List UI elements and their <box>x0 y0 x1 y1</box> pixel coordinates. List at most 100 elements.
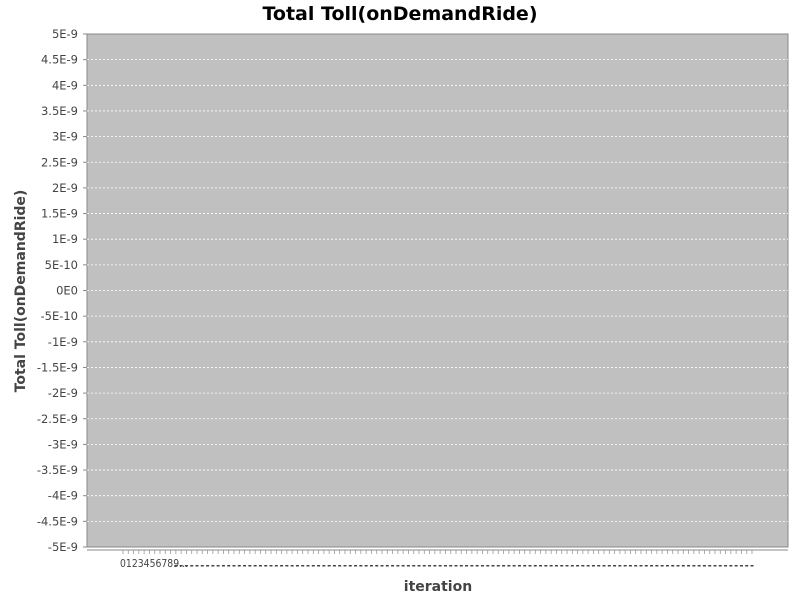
x-tick-truncated-label <box>417 565 421 567</box>
x-tick-truncated-label <box>502 565 506 567</box>
x-tick-truncated-label <box>739 565 743 567</box>
x-tick-truncated-label <box>422 565 426 567</box>
x-tick-truncated-label <box>274 565 278 567</box>
x-tick-truncated-label <box>237 565 241 567</box>
x-tick-truncated-label <box>264 565 268 567</box>
x-tick-truncated-label <box>650 565 654 567</box>
x-tick-truncated-label <box>280 565 284 567</box>
y-tick-label: 3.5E-9 <box>41 104 78 118</box>
chart-title: Total Toll(onDemandRide) <box>262 3 537 25</box>
x-tick-truncated-label <box>713 565 717 567</box>
x-tick-truncated-label <box>639 565 643 567</box>
x-tick-truncated-label <box>433 565 437 567</box>
x-tick-truncated-label <box>243 565 247 567</box>
x-tick-truncated-label <box>332 565 336 567</box>
y-tick-label: 5E-10 <box>45 258 78 272</box>
x-tick-truncated-label <box>449 565 453 567</box>
grid-lines <box>87 59 788 522</box>
x-tick-truncated-label <box>391 565 395 567</box>
x-tick-truncated-label <box>396 565 400 567</box>
x-tick-truncated-label <box>486 565 490 567</box>
y-tick-label: -2.5E-9 <box>37 412 78 426</box>
x-tick-truncated-label <box>496 565 500 567</box>
y-tick-label: -2E-9 <box>48 386 78 400</box>
x-tick-truncated-label <box>348 565 352 567</box>
x-tick-truncated-label <box>750 565 754 567</box>
x-tick-truncated-label <box>227 565 231 567</box>
x-tick-truncated-label <box>475 565 479 567</box>
y-tick-label: -5E-9 <box>48 540 78 554</box>
x-tick-truncated-label <box>702 565 706 567</box>
x-tick-labels: 0123456789... <box>120 557 188 570</box>
x-tick-truncated-label <box>338 565 342 567</box>
x-tick-truncated-label <box>565 565 569 567</box>
x-tick-truncated-label <box>412 565 416 567</box>
x-tick-truncated-label <box>528 565 532 567</box>
x-tick-truncated-label <box>454 565 458 567</box>
y-tick-label: -3E-9 <box>48 437 78 451</box>
x-tick-truncated-label <box>745 565 749 567</box>
x-tick-truncated-label <box>665 565 669 567</box>
y-tick-label: -1E-9 <box>48 335 78 349</box>
y-tick-label: -1.5E-9 <box>37 360 78 374</box>
x-tick-truncated-label <box>221 565 225 567</box>
x-tick-truncated-label <box>206 565 210 567</box>
x-tick-truncated-label <box>480 565 484 567</box>
x-tick-truncated-label <box>554 565 558 567</box>
x-tick-truncated-label <box>597 565 601 567</box>
y-axis-label: Total Toll(onDemandRide) <box>13 190 29 393</box>
x-tick-truncated-label <box>459 565 463 567</box>
x-tick-truncated-label <box>570 565 574 567</box>
x-tick-truncated-label <box>671 565 675 567</box>
x-tick-truncated-label <box>618 565 622 567</box>
y-tick-label: 4.5E-9 <box>41 53 78 67</box>
x-tick-truncated-label <box>343 565 347 567</box>
y-tick-label: 2E-9 <box>52 181 78 195</box>
x-tick-truncated-label <box>211 565 215 567</box>
x-tick-truncated-label <box>327 565 331 567</box>
x-tick-truncated-label <box>607 565 611 567</box>
x-tick-truncated-label <box>676 565 680 567</box>
x-tick-truncated-label <box>385 565 389 567</box>
x-tick-truncated-label <box>354 565 358 567</box>
x-tick-truncated-label <box>248 565 252 567</box>
x-tick-truncated-label <box>190 565 194 567</box>
x-tick-truncated-label <box>369 565 373 567</box>
x-tick-truncated-label <box>184 565 188 567</box>
x-tick-truncated-label <box>438 565 442 567</box>
x-tick-truncated-label <box>290 565 294 567</box>
y-tick-label: 4E-9 <box>52 78 78 92</box>
x-tick-truncated-label <box>692 565 696 567</box>
x-tick-truncated-label <box>697 565 701 567</box>
x-tick-truncated-label <box>359 565 363 567</box>
x-tick-truncated-label <box>295 565 299 567</box>
x-tick-truncated-label <box>443 565 447 567</box>
x-tick-truncated-label <box>232 565 236 567</box>
x-tick-truncated-label <box>634 565 638 567</box>
x-tick-truncated-label <box>681 565 685 567</box>
x-tick-truncated-label <box>269 565 273 567</box>
x-tick-truncated-label <box>465 565 469 567</box>
x-tick-truncated-label <box>179 565 183 567</box>
x-tick-truncated-label <box>660 565 664 567</box>
y-tick-label: 1.5E-9 <box>41 207 78 221</box>
x-tick-truncated-label <box>523 565 527 567</box>
x-tick-truncated-label <box>549 565 553 567</box>
x-tick-truncated-label <box>253 565 257 567</box>
y-tick-label: 5E-9 <box>52 27 78 41</box>
x-tick-truncated-label <box>613 565 617 567</box>
x-tick-truncated-label <box>623 565 627 567</box>
x-tick-truncated-label <box>544 565 548 567</box>
x-tick-truncated-label <box>174 565 178 567</box>
x-tick-truncated-label <box>195 565 199 567</box>
x-tick-truncated-label <box>306 565 310 567</box>
y-tick-label: 3E-9 <box>52 130 78 144</box>
x-tick-truncated-label <box>285 565 289 567</box>
x-tick-truncated-label <box>602 565 606 567</box>
x-tick-truncated-label <box>317 565 321 567</box>
x-tick-truncated-label <box>560 565 564 567</box>
x-tick-truncated-label <box>375 565 379 567</box>
x-tick-truncated-label <box>216 565 220 567</box>
x-tick-truncated-label <box>401 565 405 567</box>
